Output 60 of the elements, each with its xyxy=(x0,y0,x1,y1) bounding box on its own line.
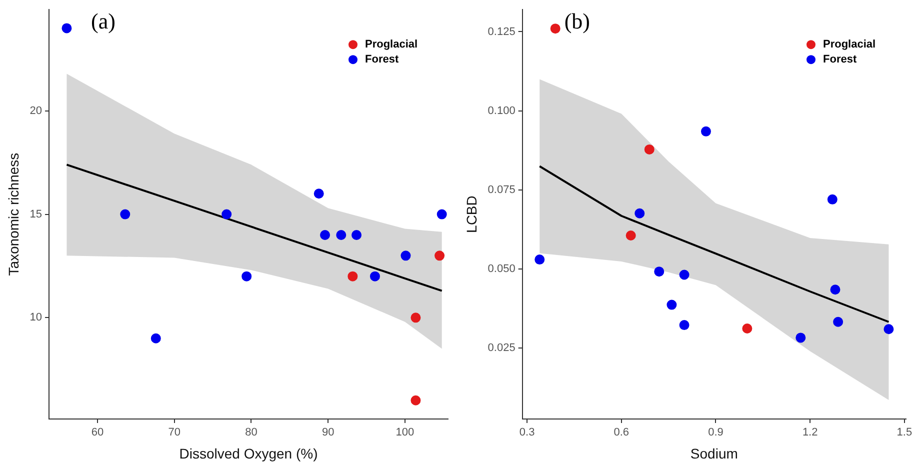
y-tick-label: 0.100 xyxy=(488,104,516,117)
x-tick-label: 1.5 xyxy=(896,426,912,439)
point xyxy=(654,266,664,277)
point xyxy=(550,24,560,34)
y-tick-label: 10 xyxy=(30,312,42,324)
point xyxy=(742,324,752,334)
point xyxy=(679,270,690,280)
y-tick-label: 0.025 xyxy=(488,342,516,354)
point xyxy=(320,230,330,240)
point xyxy=(827,194,838,204)
point xyxy=(120,209,130,220)
y-tick-label: 0.075 xyxy=(488,184,516,196)
point xyxy=(400,250,411,261)
point xyxy=(348,271,358,282)
point xyxy=(884,324,894,334)
point xyxy=(410,312,421,323)
x-tick-label: 1.2 xyxy=(802,426,818,439)
point xyxy=(436,209,447,220)
point xyxy=(410,395,421,406)
y-tick-label: 15 xyxy=(30,208,42,220)
point xyxy=(830,284,840,295)
point xyxy=(626,230,636,240)
point xyxy=(150,333,161,344)
x-tick-label: 80 xyxy=(245,426,258,439)
point xyxy=(242,271,252,282)
point xyxy=(700,126,711,136)
point xyxy=(314,188,324,199)
x-tick-label: 0.6 xyxy=(614,426,630,439)
legend-label: Forest xyxy=(823,54,857,66)
y-tick-label: 20 xyxy=(30,104,42,117)
legend-label: Forest xyxy=(365,54,399,66)
x-tick-label: 60 xyxy=(91,426,104,439)
point xyxy=(679,320,690,330)
point xyxy=(666,300,677,310)
legend-label: Proglacial xyxy=(823,38,876,51)
point xyxy=(352,230,362,240)
point xyxy=(644,144,654,154)
point xyxy=(336,230,346,240)
x-axis-title: Sodium xyxy=(690,445,738,462)
annotation: (b) xyxy=(564,8,590,34)
point xyxy=(796,332,806,343)
x-tick-label: 100 xyxy=(396,426,414,439)
annotation: (a) xyxy=(91,8,116,34)
y-axis-title: LCBD xyxy=(463,196,480,233)
y-tick-label: 0.125 xyxy=(488,26,516,38)
y-axis-title: Taxonomic richness xyxy=(5,152,22,276)
point xyxy=(62,23,72,34)
point xyxy=(634,208,645,218)
x-axis-title: Dissolved Oxygen (%) xyxy=(179,445,318,462)
point xyxy=(434,250,445,261)
point xyxy=(222,209,232,220)
point xyxy=(534,254,545,265)
x-tick-label: 90 xyxy=(322,426,334,439)
x-tick-label: 70 xyxy=(168,426,180,439)
x-tick-label: 0.9 xyxy=(708,426,724,439)
legend-label: Proglacial xyxy=(365,38,418,51)
point xyxy=(370,271,380,282)
y-tick-label: 0.050 xyxy=(488,263,516,276)
point xyxy=(833,316,844,327)
x-tick-label: 0.3 xyxy=(519,426,535,439)
